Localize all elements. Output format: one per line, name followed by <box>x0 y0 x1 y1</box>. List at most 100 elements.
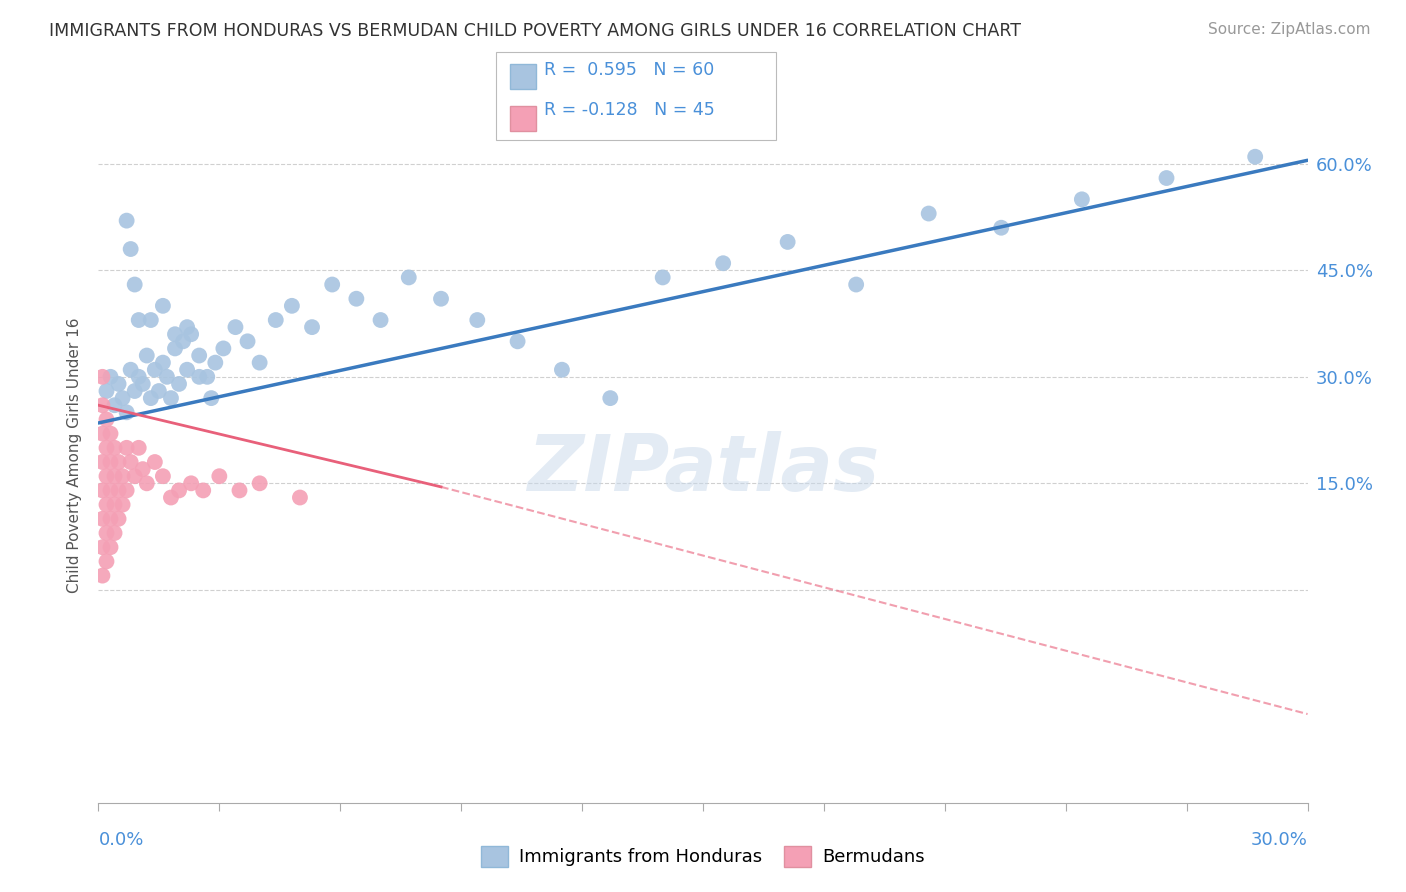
Point <box>208 469 231 483</box>
Point <box>111 498 134 512</box>
Point <box>100 512 122 526</box>
Point <box>91 455 114 469</box>
Point <box>288 491 311 505</box>
Point <box>91 369 114 384</box>
Point <box>111 469 134 483</box>
Point <box>115 483 138 498</box>
Point <box>135 349 157 363</box>
Point <box>204 356 226 370</box>
Point <box>264 313 287 327</box>
Point <box>188 369 211 384</box>
Point <box>115 405 138 419</box>
Point <box>551 362 574 376</box>
Point <box>103 469 125 483</box>
Point <box>990 220 1012 235</box>
Point <box>167 376 190 391</box>
Point <box>321 277 343 292</box>
Point <box>160 491 183 505</box>
Point <box>506 334 529 349</box>
Point <box>224 320 246 334</box>
Point <box>132 376 155 391</box>
Point <box>91 568 114 582</box>
Point <box>212 342 235 356</box>
Point <box>163 327 186 342</box>
Point <box>120 455 142 469</box>
Point <box>156 369 179 384</box>
Point <box>301 320 323 334</box>
Point <box>193 483 215 498</box>
Point <box>120 362 142 376</box>
Point <box>398 270 420 285</box>
Point <box>344 292 367 306</box>
Point <box>96 526 118 541</box>
Point <box>124 384 146 398</box>
Point <box>1156 171 1178 186</box>
Point <box>135 476 157 491</box>
Point <box>1070 192 1092 206</box>
Point <box>188 349 211 363</box>
Point <box>115 441 138 455</box>
Point <box>96 469 118 483</box>
Point <box>120 242 142 256</box>
Point <box>96 412 118 426</box>
Point <box>139 391 162 405</box>
Point <box>124 469 146 483</box>
Point <box>107 512 129 526</box>
Point <box>228 483 250 498</box>
Point <box>132 462 155 476</box>
Text: 30.0%: 30.0% <box>1251 830 1308 848</box>
Point <box>100 540 122 554</box>
Point <box>143 362 166 376</box>
Point <box>281 299 304 313</box>
Point <box>148 384 170 398</box>
Point <box>163 342 186 356</box>
Point <box>249 356 271 370</box>
Point <box>100 369 122 384</box>
Point <box>103 441 125 455</box>
Text: Source: ZipAtlas.com: Source: ZipAtlas.com <box>1208 22 1371 37</box>
Point <box>172 334 194 349</box>
Point <box>160 391 183 405</box>
Point <box>139 313 162 327</box>
Point <box>107 483 129 498</box>
Point <box>370 313 392 327</box>
Point <box>91 483 114 498</box>
Point <box>180 476 202 491</box>
Legend: Immigrants from Honduras, Bermudans: Immigrants from Honduras, Bermudans <box>474 838 932 874</box>
Point <box>200 391 222 405</box>
Point <box>124 277 146 292</box>
Point <box>128 313 150 327</box>
Point <box>143 455 166 469</box>
Point <box>195 369 218 384</box>
Point <box>1244 150 1267 164</box>
Point <box>100 483 122 498</box>
Point <box>152 356 174 370</box>
Point <box>128 441 150 455</box>
Y-axis label: Child Poverty Among Girls Under 16: Child Poverty Among Girls Under 16 <box>67 318 83 592</box>
Text: R = -0.128   N = 45: R = -0.128 N = 45 <box>544 101 714 119</box>
Text: IMMIGRANTS FROM HONDURAS VS BERMUDAN CHILD POVERTY AMONG GIRLS UNDER 16 CORRELAT: IMMIGRANTS FROM HONDURAS VS BERMUDAN CHI… <box>49 22 1021 40</box>
Point <box>152 299 174 313</box>
Text: ZIPatlas: ZIPatlas <box>527 431 879 507</box>
Point <box>91 426 114 441</box>
Point <box>152 469 174 483</box>
Point <box>430 292 453 306</box>
Point <box>96 498 118 512</box>
Point <box>103 526 125 541</box>
Point <box>128 369 150 384</box>
Text: 0.0%: 0.0% <box>98 830 143 848</box>
Point <box>176 320 198 334</box>
Point <box>465 313 488 327</box>
Point <box>91 512 114 526</box>
Text: R =  0.595   N = 60: R = 0.595 N = 60 <box>544 61 714 78</box>
Point <box>776 235 799 249</box>
Point <box>107 455 129 469</box>
Point <box>236 334 259 349</box>
Point <box>100 426 122 441</box>
Point <box>249 476 271 491</box>
Point <box>845 277 868 292</box>
Point <box>180 327 202 342</box>
Point <box>918 206 941 220</box>
Point <box>103 398 125 412</box>
Point <box>103 498 125 512</box>
